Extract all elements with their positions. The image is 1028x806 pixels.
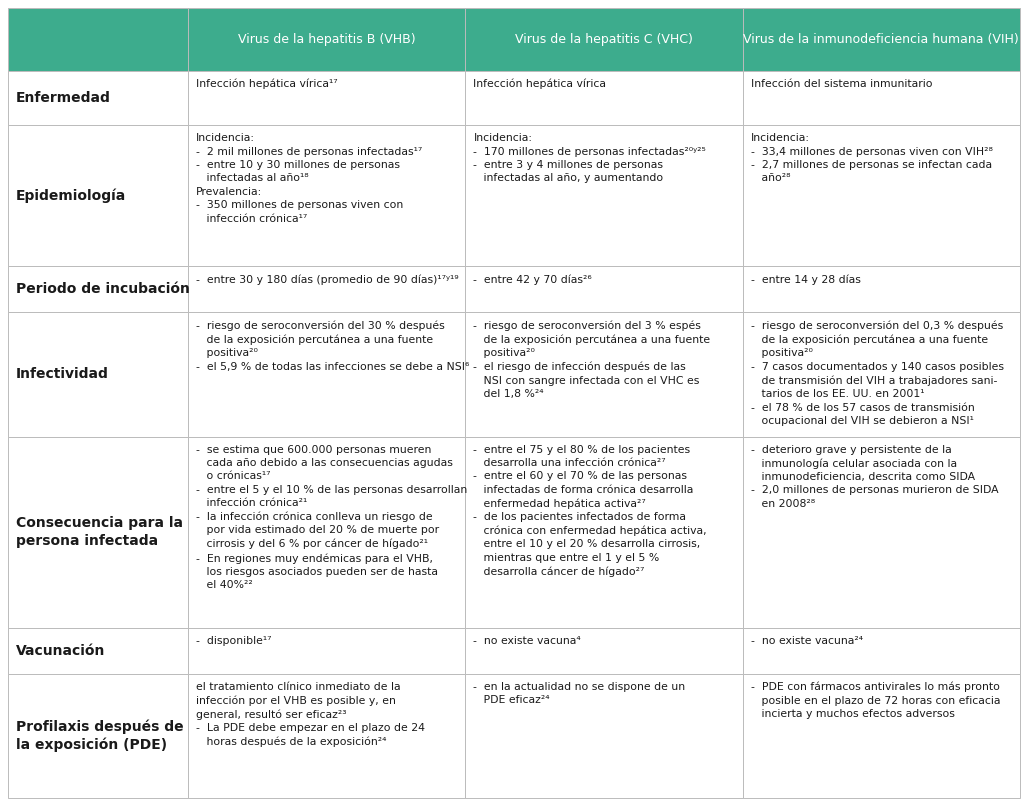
Text: -  entre el 75 y el 80 % de los pacientes
   desarrolla una infección crónica²⁷
: - entre el 75 y el 80 % de los pacientes…	[474, 445, 707, 577]
Text: Profilaxis después de
la exposición (PDE): Profilaxis después de la exposición (PDE…	[16, 720, 184, 753]
Bar	[8, 71, 188, 126]
Bar	[742, 437, 1020, 628]
Text: Virus de la hepatitis C (VHC): Virus de la hepatitis C (VHC)	[515, 33, 693, 46]
Bar	[8, 126, 188, 266]
Bar	[742, 266, 1020, 313]
Text: -  disponible¹⁷: - disponible¹⁷	[196, 636, 271, 646]
Bar	[188, 437, 466, 628]
Text: -  deterioro grave y persistente de la
   inmunología celular asociada con la
  : - deterioro grave y persistente de la in…	[750, 445, 998, 509]
Bar	[188, 126, 466, 266]
Text: -  entre 30 y 180 días (promedio de 90 días)¹⁷ʸ¹⁹: - entre 30 y 180 días (promedio de 90 dí…	[196, 274, 458, 285]
Text: Periodo de incubación: Periodo de incubación	[16, 282, 190, 297]
Text: -  no existe vacuna²⁴: - no existe vacuna²⁴	[750, 636, 862, 646]
Bar	[188, 8, 466, 71]
Text: Infectividad: Infectividad	[16, 368, 109, 381]
Bar	[188, 628, 466, 674]
Text: Incidencia:
-  33,4 millones de personas viven con VIH²⁸
-  2,7 millones de pers: Incidencia: - 33,4 millones de personas …	[750, 134, 993, 184]
Bar	[742, 71, 1020, 126]
Bar	[466, 266, 742, 313]
Bar	[8, 8, 188, 71]
Text: Virus de la inmunodeficiencia humana (VIH): Virus de la inmunodeficiencia humana (VI…	[743, 33, 1019, 46]
Text: Virus de la hepatitis B (VHB): Virus de la hepatitis B (VHB)	[237, 33, 415, 46]
Text: -  riesgo de seroconversión del 30 % después
   de la exposición percutánea a un: - riesgo de seroconversión del 30 % desp…	[196, 321, 470, 372]
Text: -  PDE con fármacos antivirales lo más pronto
   posible en el plazo de 72 horas: - PDE con fármacos antivirales lo más pr…	[750, 682, 1000, 719]
Text: Infección hepática vírica¹⁷: Infección hepática vírica¹⁷	[196, 79, 338, 89]
Text: Vacunación: Vacunación	[16, 644, 106, 658]
Bar	[742, 628, 1020, 674]
Text: Epidemiología: Epidemiología	[16, 189, 126, 203]
Bar	[466, 8, 742, 71]
Text: -  no existe vacuna⁴: - no existe vacuna⁴	[474, 636, 581, 646]
Text: -  riesgo de seroconversión del 3 % espés
   de la exposición percutánea a una f: - riesgo de seroconversión del 3 % espés…	[474, 321, 710, 399]
Bar	[742, 8, 1020, 71]
Bar	[8, 437, 188, 628]
Text: Enfermedad: Enfermedad	[16, 91, 111, 105]
Bar	[466, 628, 742, 674]
Text: -  riesgo de seroconversión del 0,3 % después
   de la exposición percutánea a u: - riesgo de seroconversión del 0,3 % des…	[750, 321, 1003, 426]
Text: Incidencia:
-  2 mil millones de personas infectadas¹⁷
-  entre 10 y 30 millones: Incidencia: - 2 mil millones de personas…	[196, 134, 423, 223]
Bar	[742, 313, 1020, 437]
Bar	[188, 266, 466, 313]
Bar	[8, 674, 188, 798]
Bar	[188, 71, 466, 126]
Bar	[466, 674, 742, 798]
Text: -  entre 14 y 28 días: - entre 14 y 28 días	[750, 274, 860, 285]
Bar	[466, 71, 742, 126]
Bar	[466, 313, 742, 437]
Bar	[466, 126, 742, 266]
Bar	[8, 628, 188, 674]
Bar	[188, 674, 466, 798]
Text: -  se estima que 600.000 personas mueren
   cada año debido a las consecuencias : - se estima que 600.000 personas mueren …	[196, 445, 468, 590]
Bar	[742, 674, 1020, 798]
Text: Incidencia:
-  170 millones de personas infectadas²⁰ʸ²⁵
-  entre 3 y 4 millones : Incidencia: - 170 millones de personas i…	[474, 134, 706, 184]
Bar	[188, 313, 466, 437]
Bar	[466, 437, 742, 628]
Text: Consecuencia para la
persona infectada: Consecuencia para la persona infectada	[16, 516, 183, 548]
Text: el tratamiento clínico inmediato de la
infección por el VHB es posible y, en
gen: el tratamiento clínico inmediato de la i…	[196, 682, 426, 747]
Text: Infección hepática vírica: Infección hepática vírica	[474, 79, 607, 89]
Text: Infección del sistema inmunitario: Infección del sistema inmunitario	[750, 79, 932, 89]
Bar	[742, 126, 1020, 266]
Text: -  en la actualidad no se dispone de un
   PDE eficaz²⁴: - en la actualidad no se dispone de un P…	[474, 682, 686, 705]
Text: -  entre 42 y 70 días²⁶: - entre 42 y 70 días²⁶	[474, 274, 592, 285]
Bar	[8, 266, 188, 313]
Bar	[8, 313, 188, 437]
